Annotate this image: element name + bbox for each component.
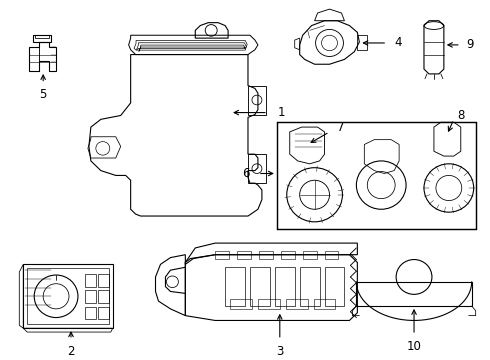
Bar [324,267,344,306]
Bar [85,307,96,319]
Text: 2: 2 [67,345,75,357]
Text: 6: 6 [243,167,250,180]
Bar [85,274,96,287]
Text: 9: 9 [467,39,474,51]
Text: 1: 1 [278,106,285,119]
Bar [225,267,245,306]
Text: 10: 10 [407,340,421,353]
Bar [248,154,266,183]
Bar [258,299,280,309]
Text: 8: 8 [457,109,464,122]
Bar [250,267,270,306]
Text: 3: 3 [276,345,284,357]
Text: 4: 4 [394,36,402,49]
Bar [98,291,109,303]
Bar [275,267,294,306]
Bar [314,299,336,309]
Bar [85,291,96,303]
Bar [286,299,308,309]
Text: 5: 5 [40,89,47,102]
Bar [300,267,319,306]
Bar [98,274,109,287]
Bar [248,86,266,114]
Text: 7: 7 [338,121,345,134]
Bar [277,122,476,229]
Bar [230,299,252,309]
Bar [98,307,109,319]
